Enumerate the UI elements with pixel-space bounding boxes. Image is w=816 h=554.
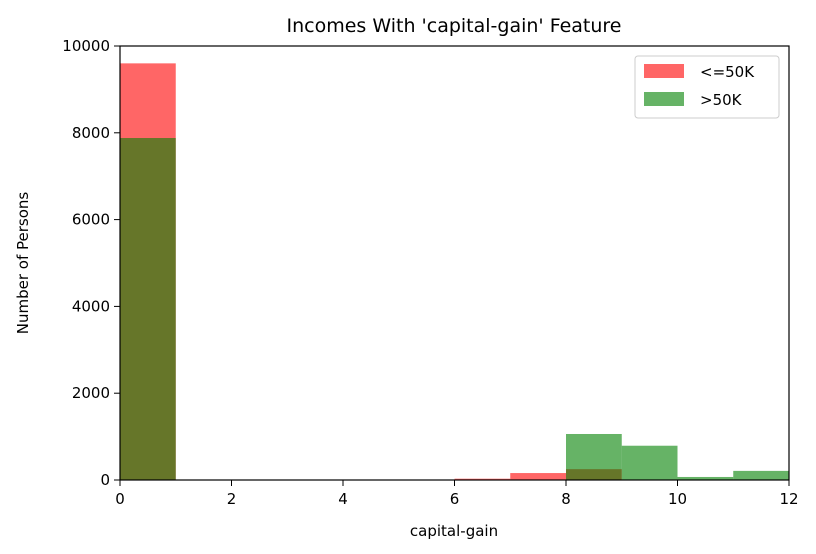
y-axis: 0 2000 4000 6000 8000 10000 [62,37,120,489]
y-tick-label: 2000 [72,384,110,402]
legend-swatch-gt50k [644,92,684,106]
x-tick-label: 12 [779,490,798,508]
bar-le50k-bin-7 [510,473,566,480]
x-tick-label: 2 [227,490,237,508]
y-tick-label: 0 [100,471,110,489]
x-tick-label: 8 [561,490,571,508]
legend-label-gt50k: >50K [700,91,743,109]
bar-gt50k-bin-0 [120,138,176,480]
bars-group [120,63,789,481]
y-axis-label: Number of Persons [14,192,32,335]
x-tick-label: 0 [115,490,125,508]
bar-gt50k-bin-11 [733,470,789,480]
bar-gt50k-bin-9 [621,445,678,480]
y-tick-label: 10000 [62,37,110,55]
legend-swatch-le50k [644,64,684,78]
y-tick-label: 8000 [72,124,110,142]
x-axis: 0 2 4 6 8 10 12 [115,480,799,508]
legend-label-le50k: <=50K [700,63,755,81]
bar-gt50k-bin-8 [566,433,622,480]
x-axis-label: capital-gain [410,522,498,540]
bar-le50k-bin-6 [454,478,511,480]
x-tick-label: 10 [668,490,687,508]
bar-gt50k-bin-10 [677,476,734,480]
chart-title: Incomes With 'capital-gain' Feature [287,15,622,37]
y-tick-label: 6000 [72,211,110,229]
x-tick-label: 4 [338,490,348,508]
x-tick-label: 6 [450,490,460,508]
y-tick-label: 4000 [72,297,110,315]
legend: <=50K >50K [634,55,780,119]
